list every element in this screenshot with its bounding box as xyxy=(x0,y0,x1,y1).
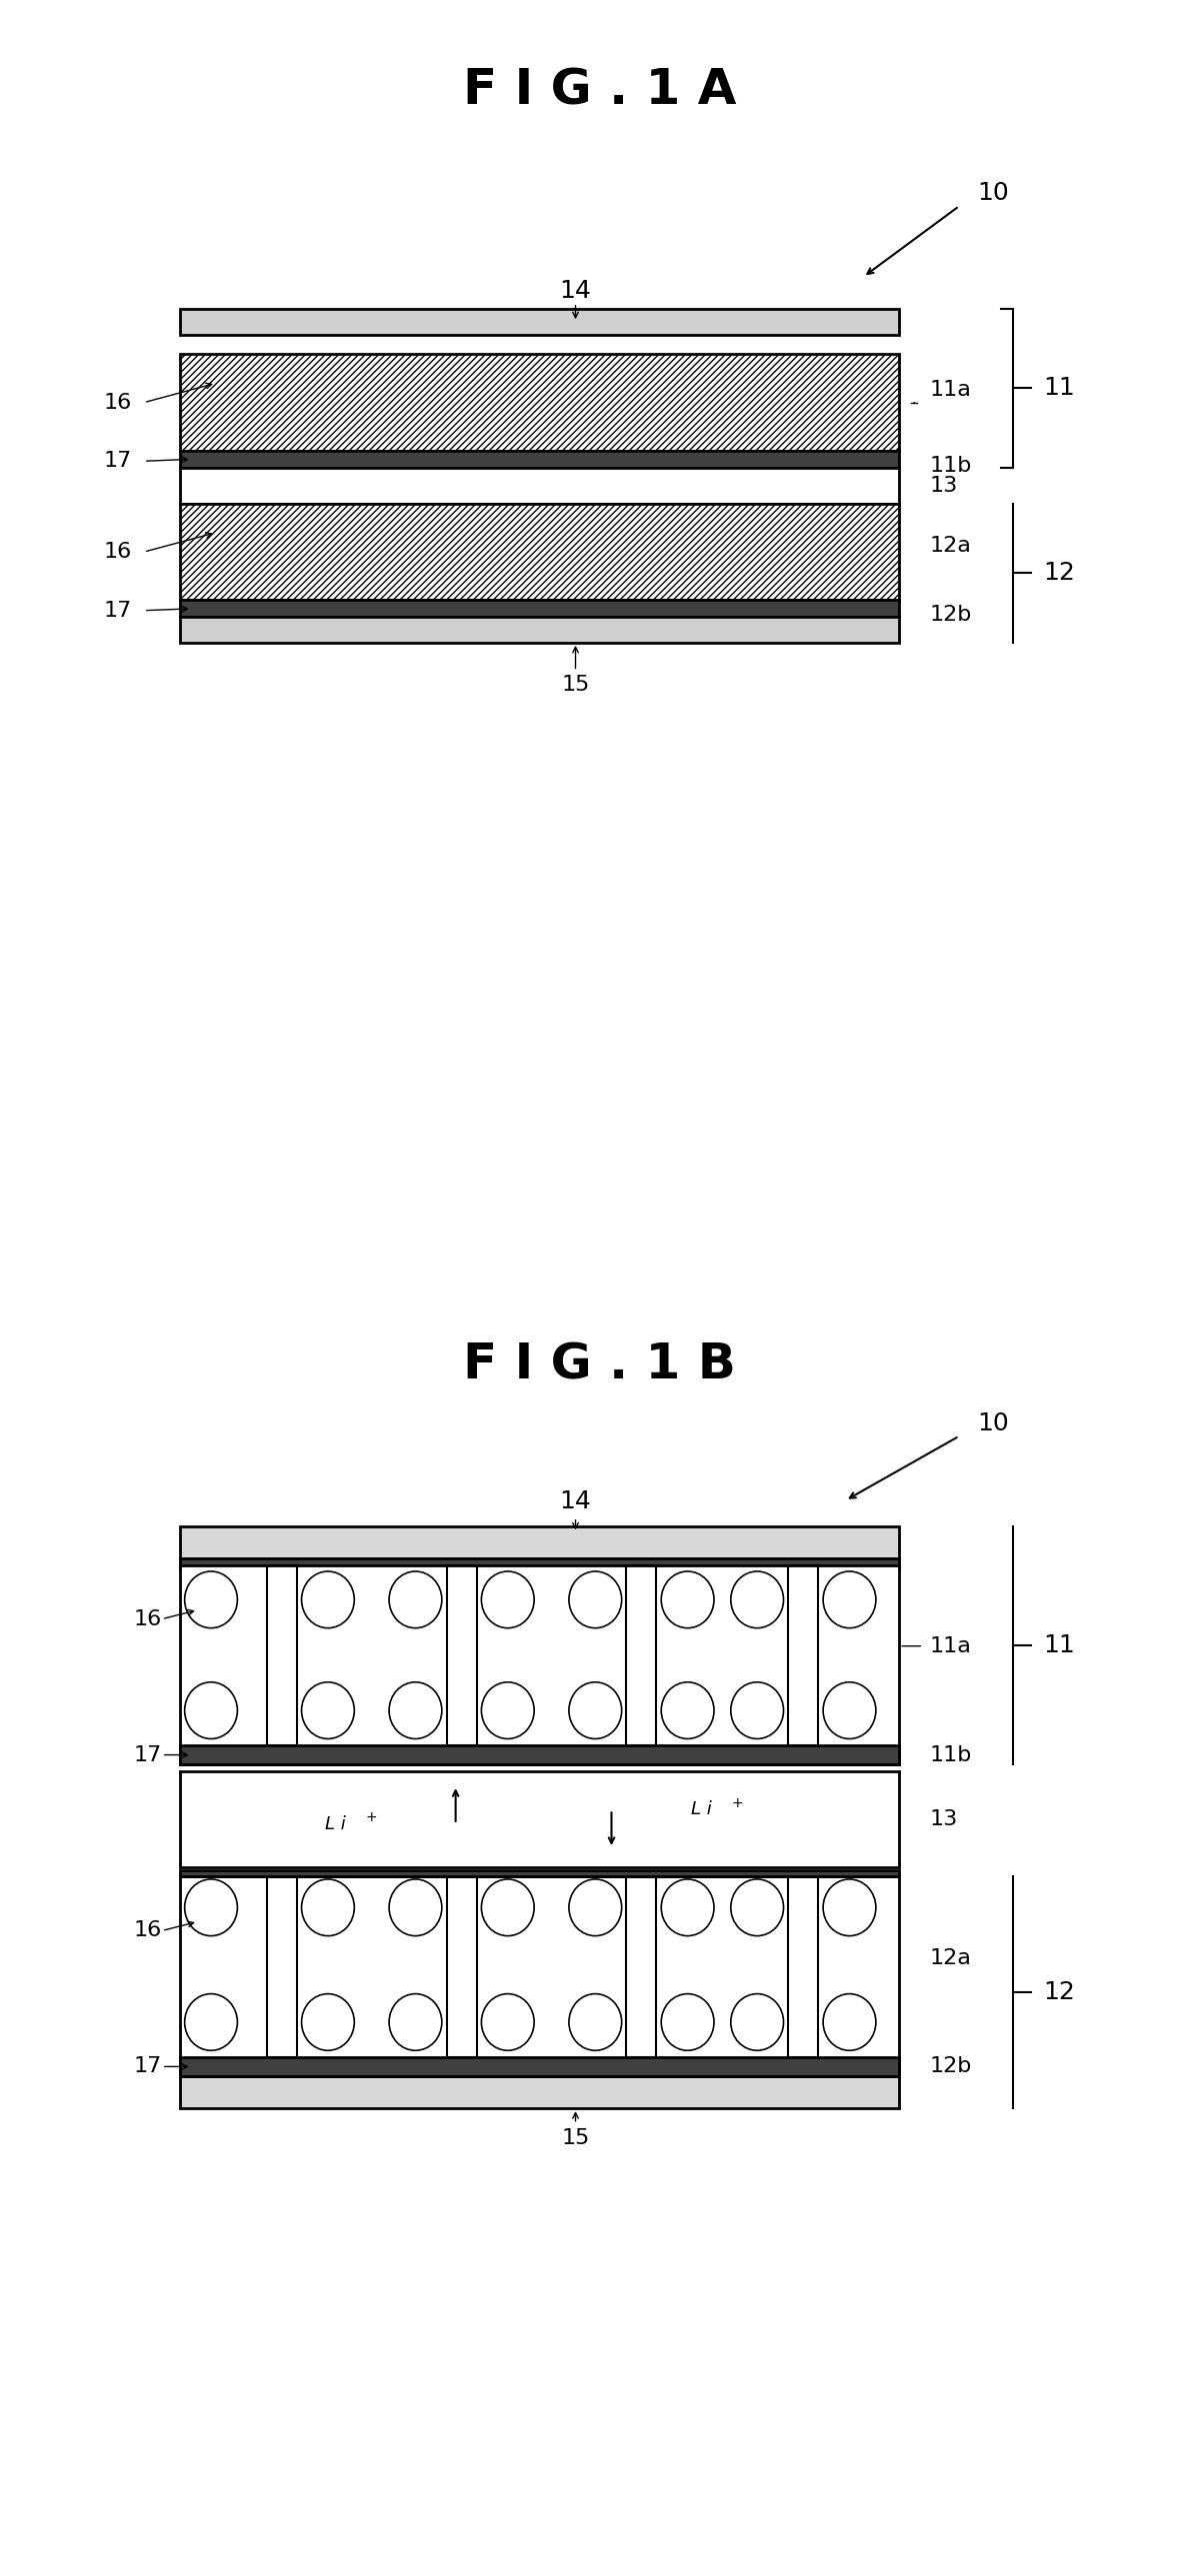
Text: +: + xyxy=(366,1811,378,1824)
Text: 16: 16 xyxy=(133,1922,162,1940)
Text: L i: L i xyxy=(691,1801,712,1819)
Bar xyxy=(180,1747,899,1765)
Bar xyxy=(789,1564,819,1747)
Bar xyxy=(180,469,899,505)
Text: 15: 15 xyxy=(561,675,590,696)
Text: 16: 16 xyxy=(103,392,132,412)
Bar xyxy=(267,1564,297,1747)
Text: F I G . 1 B: F I G . 1 B xyxy=(463,1342,736,1388)
Bar xyxy=(626,1875,657,2056)
Circle shape xyxy=(731,1880,784,1937)
Circle shape xyxy=(481,1682,535,1739)
Text: L i: L i xyxy=(325,1816,347,1834)
Circle shape xyxy=(661,1994,713,2050)
Bar xyxy=(180,1558,899,1569)
Circle shape xyxy=(302,1880,355,1937)
Bar xyxy=(267,1875,297,2056)
Circle shape xyxy=(481,1994,535,2050)
Text: 12: 12 xyxy=(1043,1981,1076,2004)
Bar xyxy=(180,1564,899,1747)
Bar xyxy=(180,1772,899,1868)
Bar xyxy=(180,309,899,335)
Circle shape xyxy=(185,1994,237,2050)
Circle shape xyxy=(823,1571,875,1628)
Text: 11: 11 xyxy=(1043,376,1074,399)
Text: 17: 17 xyxy=(133,1744,162,1765)
Circle shape xyxy=(302,1571,355,1628)
Text: 11b: 11b xyxy=(929,456,971,477)
Circle shape xyxy=(823,1880,875,1937)
Circle shape xyxy=(661,1571,713,1628)
Circle shape xyxy=(731,1571,784,1628)
Bar xyxy=(180,2056,899,2076)
Bar xyxy=(789,1875,819,2056)
Text: 10: 10 xyxy=(977,1412,1008,1435)
Bar xyxy=(180,1875,899,2076)
Bar xyxy=(626,1564,657,1747)
Text: +: + xyxy=(731,1795,743,1811)
Circle shape xyxy=(185,1682,237,1739)
Text: 12b: 12b xyxy=(929,605,971,626)
Text: 11b: 11b xyxy=(929,1744,971,1765)
Text: 13: 13 xyxy=(929,477,958,495)
Circle shape xyxy=(302,1682,355,1739)
Bar xyxy=(180,2076,899,2107)
Text: 15: 15 xyxy=(561,2128,590,2148)
Bar xyxy=(180,355,899,451)
Text: 13: 13 xyxy=(929,1808,958,1829)
Text: 14: 14 xyxy=(560,1489,591,1515)
Circle shape xyxy=(388,1994,441,2050)
Bar xyxy=(180,505,899,600)
Circle shape xyxy=(570,1994,622,2050)
Bar xyxy=(180,1525,899,1558)
Circle shape xyxy=(570,1571,622,1628)
Circle shape xyxy=(731,1682,784,1739)
Bar xyxy=(180,451,899,469)
Circle shape xyxy=(388,1571,441,1628)
Text: 17: 17 xyxy=(133,2056,162,2076)
Text: 14: 14 xyxy=(560,278,591,304)
Circle shape xyxy=(823,1994,875,2050)
Bar xyxy=(447,1564,477,1747)
Text: 17: 17 xyxy=(103,451,132,471)
Bar xyxy=(180,1566,899,1765)
Text: 17: 17 xyxy=(103,600,132,621)
Circle shape xyxy=(481,1880,535,1937)
Circle shape xyxy=(823,1682,875,1739)
Text: 11: 11 xyxy=(1043,1633,1074,1656)
Circle shape xyxy=(302,1994,355,2050)
Circle shape xyxy=(388,1880,441,1937)
Circle shape xyxy=(570,1880,622,1937)
Circle shape xyxy=(185,1880,237,1937)
Text: 12a: 12a xyxy=(929,1947,971,1968)
Bar xyxy=(180,1870,899,1875)
Bar xyxy=(447,1875,477,2056)
Text: 12: 12 xyxy=(1043,562,1076,585)
Bar xyxy=(180,618,899,644)
Circle shape xyxy=(481,1571,535,1628)
Text: 11a: 11a xyxy=(929,1636,971,1656)
Bar xyxy=(180,600,899,618)
Circle shape xyxy=(731,1994,784,2050)
Text: 12a: 12a xyxy=(929,536,971,556)
Circle shape xyxy=(661,1682,713,1739)
Circle shape xyxy=(388,1682,441,1739)
Circle shape xyxy=(661,1880,713,1937)
Text: 12b: 12b xyxy=(929,2056,971,2076)
Text: 11a: 11a xyxy=(929,379,971,399)
Text: 10: 10 xyxy=(977,180,1008,206)
Text: 16: 16 xyxy=(103,541,132,562)
Circle shape xyxy=(185,1571,237,1628)
Text: F I G . 1 A: F I G . 1 A xyxy=(463,67,736,113)
Text: 16: 16 xyxy=(133,1610,162,1628)
Circle shape xyxy=(570,1682,622,1739)
